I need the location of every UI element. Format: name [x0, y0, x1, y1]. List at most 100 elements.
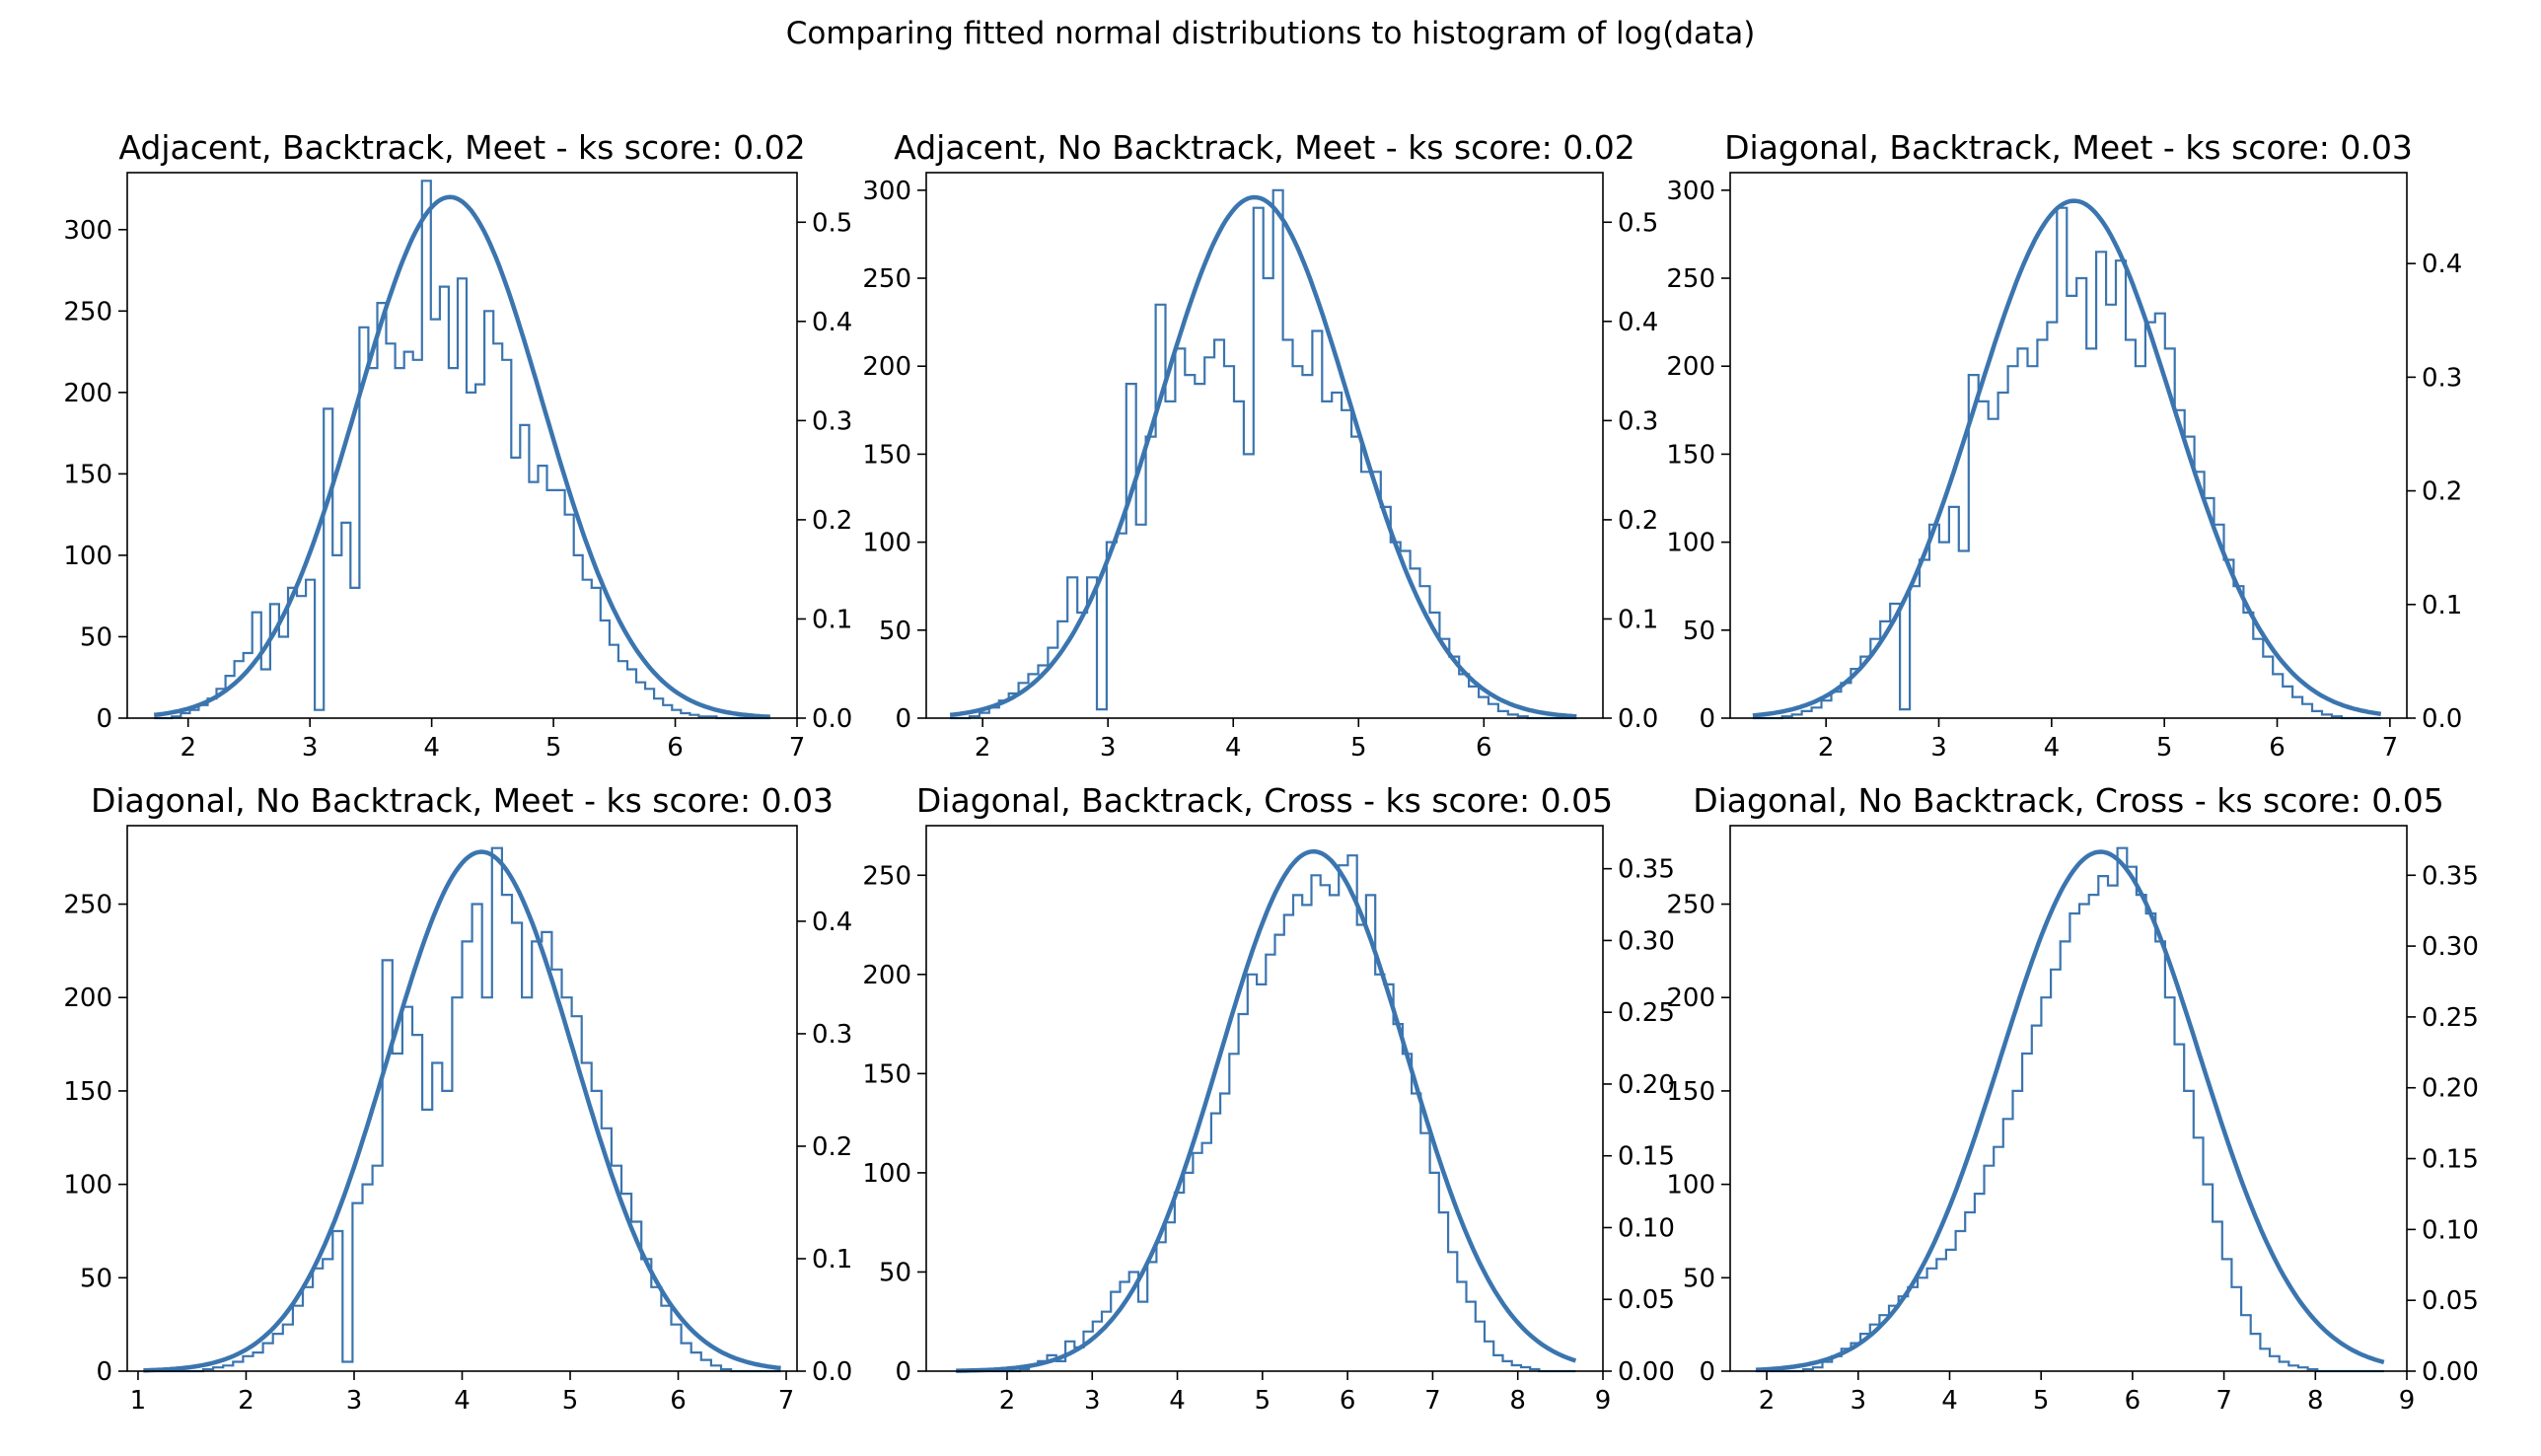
x-tick-label: 5 [2156, 733, 2173, 763]
y-tick-label: 0 [96, 704, 112, 734]
x-tick-label: 5 [562, 1386, 579, 1416]
x-tick-label: 7 [789, 733, 806, 763]
y-tick-label: 300 [63, 216, 112, 246]
subplot-6: Diagonal, No Backtrack, Cross - ks score… [1666, 781, 2479, 1416]
y2-tick-label: 0.5 [812, 208, 852, 238]
y-tick-label: 200 [862, 961, 911, 990]
y-tick-label: 150 [862, 440, 911, 470]
subplot-title: Diagonal, Backtrack, Cross - ks score: 0… [916, 781, 1613, 820]
y-tick-label: 200 [1666, 352, 1715, 382]
x-tick-label: 5 [2033, 1386, 2050, 1416]
y2-tick-label: 0.3 [812, 1020, 852, 1050]
x-tick-label: 4 [423, 733, 440, 763]
x-tick-label: 3 [302, 733, 319, 763]
y2-tick-label: 0.20 [2422, 1074, 2479, 1104]
y-tick-label: 250 [862, 264, 911, 294]
axes-frame [925, 825, 1604, 1372]
y-tick-label: 50 [879, 617, 911, 646]
y2-tick-label: 0.30 [1618, 926, 1675, 956]
x-tick-label: 2 [1759, 1386, 1776, 1416]
y-tick-label: 150 [1666, 440, 1715, 470]
y-tick-label: 50 [1683, 617, 1715, 646]
y-tick-label: 300 [862, 177, 911, 206]
y-tick-label: 100 [862, 529, 911, 558]
x-tick-label: 6 [2269, 733, 2286, 763]
y2-tick-label: 0.4 [1618, 308, 1658, 337]
y2-tick-label: 0.1 [2422, 591, 2462, 620]
y2-tick-label: 0.0 [812, 704, 852, 734]
subplot-title: Adjacent, No Backtrack, Meet - ks score:… [894, 128, 1635, 167]
y-tick-label: 100 [1666, 529, 1715, 558]
y-tick-label: 100 [1666, 1171, 1715, 1201]
x-tick-label: 4 [1941, 1386, 1958, 1416]
x-tick-label: 7 [778, 1386, 795, 1416]
x-tick-label: 2 [238, 1386, 254, 1416]
x-tick-label: 2 [1818, 733, 1835, 763]
x-tick-label: 6 [2125, 1386, 2142, 1416]
histogram-steps [950, 188, 1577, 720]
y2-tick-label: 0.1 [1618, 605, 1658, 634]
x-tick-label: 4 [1169, 1386, 1186, 1416]
y-tick-label: 200 [63, 983, 112, 1013]
axes-frame [126, 172, 798, 719]
x-tick-label: 3 [1930, 733, 1947, 763]
y-tick-label: 100 [63, 1171, 112, 1201]
fitted-normal-curve [143, 849, 781, 1373]
y2-tick-label: 0.3 [2422, 363, 2462, 393]
x-tick-label: 8 [1509, 1386, 1526, 1416]
y2-tick-label: 0.35 [2422, 861, 2479, 891]
x-tick-label: 5 [545, 733, 562, 763]
y2-tick-label: 0.35 [1618, 855, 1675, 885]
x-tick-label: 6 [667, 733, 684, 763]
x-tick-label: 5 [1255, 1386, 1271, 1416]
x-tick-label: 2 [975, 733, 991, 763]
x-tick-label: 6 [670, 1386, 687, 1416]
y2-tick-label: 0.05 [1618, 1285, 1675, 1315]
y-tick-label: 200 [63, 379, 112, 408]
y2-tick-label: 0.15 [2422, 1145, 2479, 1175]
x-tick-label: 2 [180, 733, 196, 763]
y-tick-label: 50 [879, 1258, 911, 1287]
x-tick-label: 2 [999, 1386, 1016, 1416]
y-tick-label: 0 [1699, 1357, 1715, 1387]
y-tick-label: 0 [895, 1357, 911, 1387]
y-tick-label: 150 [63, 460, 112, 489]
histogram-steps [154, 180, 770, 720]
x-tick-label: 4 [2044, 733, 2061, 763]
y2-tick-label: 0.20 [1618, 1070, 1675, 1100]
y2-tick-label: 0.3 [812, 406, 852, 436]
y2-tick-label: 0.0 [1618, 704, 1658, 734]
y-tick-label: 250 [1666, 264, 1715, 294]
y2-tick-label: 0.2 [1618, 506, 1658, 536]
subplots-grid: Adjacent, Backtrack, Meet - ks score: 0.… [63, 128, 2479, 1416]
y2-tick-label: 0.25 [1618, 998, 1675, 1028]
y2-tick-label: 0.0 [2422, 704, 2462, 734]
y2-tick-label: 0.4 [2422, 250, 2462, 279]
y-tick-label: 200 [862, 352, 911, 382]
y2-tick-label: 0.0 [812, 1357, 852, 1387]
y-tick-label: 250 [63, 297, 112, 327]
y-tick-label: 150 [1666, 1077, 1715, 1107]
y-tick-label: 0 [96, 1357, 112, 1387]
histogram-steps [1756, 846, 2384, 1373]
y2-tick-label: 0.00 [1618, 1357, 1675, 1387]
x-tick-label: 5 [1350, 733, 1367, 763]
x-tick-label: 7 [2382, 733, 2399, 763]
x-tick-label: 7 [2215, 1386, 2232, 1416]
subplot-4: Diagonal, No Backtrack, Meet - ks score:… [63, 781, 852, 1416]
y2-tick-label: 0.2 [2422, 477, 2462, 507]
y-tick-label: 100 [63, 542, 112, 571]
y2-tick-label: 0.4 [812, 908, 852, 937]
histogram-steps [1752, 206, 2381, 720]
y2-tick-label: 0.00 [2422, 1357, 2479, 1387]
y-tick-label: 250 [1666, 891, 1715, 920]
x-tick-label: 4 [454, 1386, 471, 1416]
suptitle: Comparing fitted normal distributions to… [786, 16, 1756, 51]
fitted-normal-curve [956, 848, 1577, 1373]
subplot-title: Diagonal, No Backtrack, Meet - ks score:… [91, 781, 834, 820]
y-tick-label: 50 [80, 1264, 112, 1293]
axes-frame [1729, 172, 2408, 719]
subplot-2: Adjacent, No Backtrack, Meet - ks score:… [862, 128, 1658, 763]
